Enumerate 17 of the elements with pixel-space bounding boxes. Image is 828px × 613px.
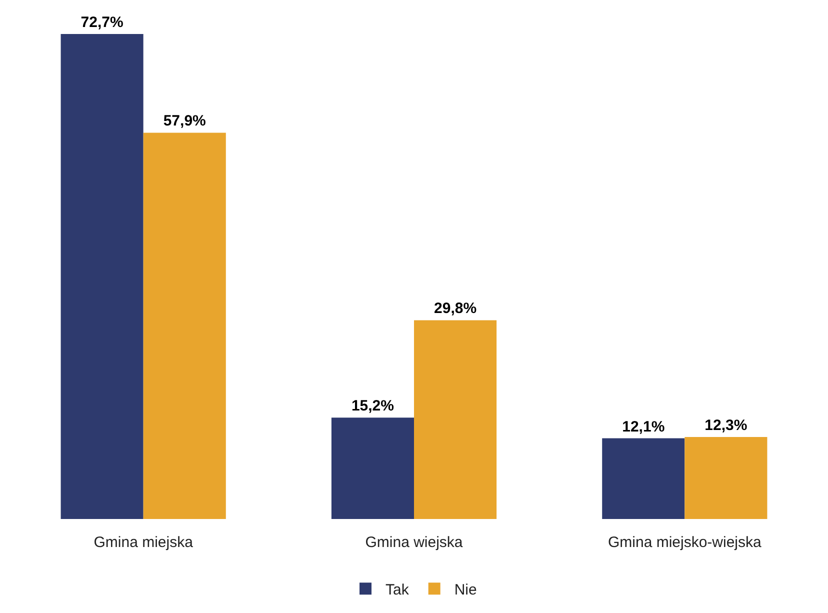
data-label: 12,3%: [704, 416, 748, 434]
x-tick-label: Gmina miejsko-wiejska: [608, 534, 762, 551]
data-label: 72,7%: [80, 14, 124, 31]
data-label: 29,8%: [434, 300, 477, 318]
x-tick-label: Gmina miejska: [94, 534, 194, 551]
bar: [602, 438, 685, 519]
bar: [414, 320, 497, 519]
bar: [331, 418, 414, 519]
bar: [143, 132, 226, 519]
legend-label: Nie: [454, 581, 477, 598]
bar: [60, 34, 144, 519]
data-label: 15,2%: [351, 398, 394, 415]
legend-label: Tak: [386, 581, 410, 598]
data-label: 57,9%: [163, 112, 206, 130]
bar: [684, 436, 768, 519]
x-tick-label: Gmina wiejska: [365, 534, 464, 551]
data-label: 12,1%: [622, 418, 665, 436]
